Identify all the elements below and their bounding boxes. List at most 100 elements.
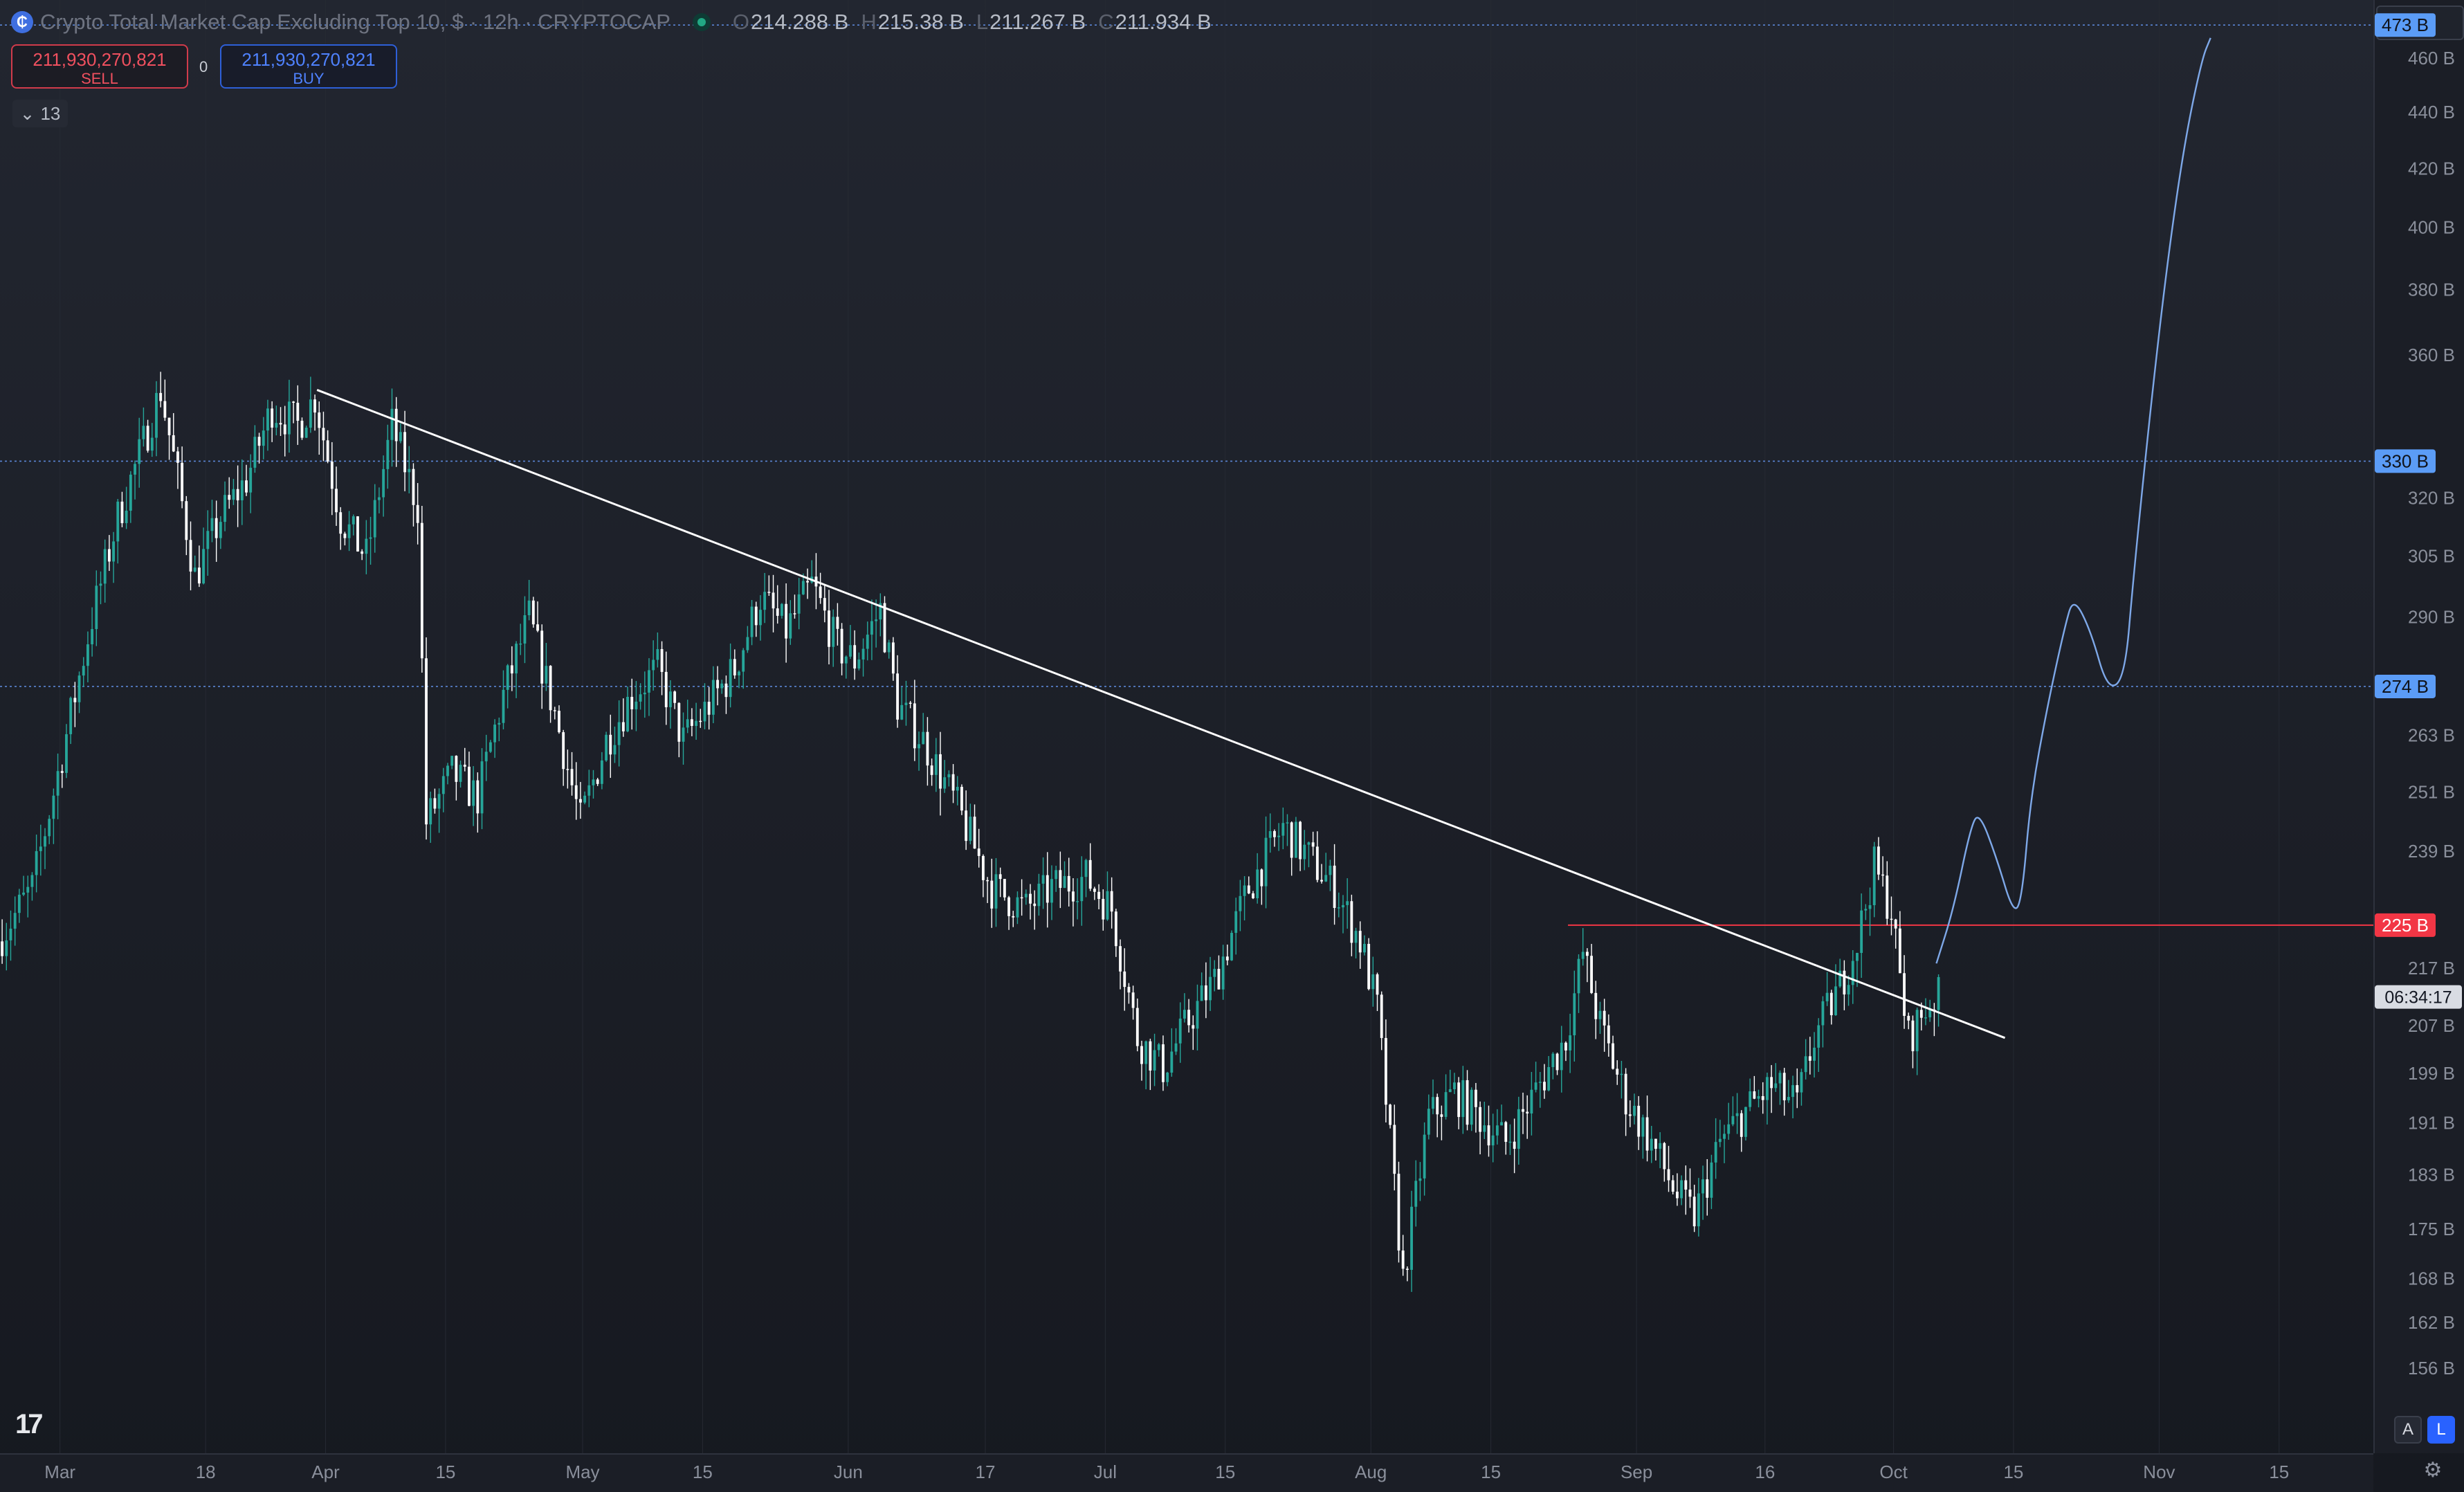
candle-body: [844, 656, 848, 664]
projection-path: [1935, 37, 2211, 964]
candle-body: [870, 621, 873, 635]
candle-body: [1573, 993, 1576, 1036]
candle-body: [112, 541, 115, 562]
candle-body: [249, 467, 253, 493]
candle-body: [515, 644, 518, 674]
candle-body: [1397, 1174, 1400, 1251]
crypto-cap-logo-icon: ₵: [11, 11, 33, 33]
candle-body: [579, 799, 582, 803]
candle-body: [677, 702, 681, 742]
candle-body: [592, 779, 595, 785]
candle-body: [1890, 918, 1893, 920]
candle-body: [446, 765, 449, 776]
candle-body: [1277, 835, 1281, 837]
candle-body: [484, 752, 488, 762]
candle-body: [1178, 1018, 1182, 1044]
candle-body: [300, 420, 304, 438]
candle-body: [605, 734, 608, 761]
candle-body: [1491, 1135, 1495, 1146]
time-axis[interactable]: [0, 1453, 2373, 1492]
candle-body: [1324, 875, 1328, 882]
candle-body: [1718, 1138, 1722, 1143]
candle-body: [1192, 1025, 1195, 1029]
candle-body: [5, 940, 8, 956]
candle-body: [1256, 869, 1259, 899]
candle-body: [1774, 1083, 1778, 1089]
candle-body: [1213, 969, 1216, 977]
candle-body: [343, 534, 347, 538]
candle-body: [1560, 1042, 1563, 1071]
candle-body: [13, 913, 17, 929]
candle-body: [1645, 1117, 1649, 1151]
candle-body: [759, 610, 762, 626]
log-scale-button[interactable]: L: [2427, 1416, 2455, 1444]
candle-body: [476, 780, 480, 814]
candle-body: [1234, 911, 1238, 934]
candle-body: [1791, 1085, 1794, 1098]
candle-body: [223, 495, 226, 522]
candle-body: [536, 624, 539, 631]
candle-body: [1590, 956, 1594, 993]
candle-body: [1577, 958, 1580, 994]
candle-body: [378, 497, 381, 500]
tradingview-logo-icon[interactable]: 17: [15, 1409, 43, 1439]
candle-body: [1787, 1097, 1790, 1100]
candle-body: [77, 675, 81, 702]
candle-body: [185, 501, 188, 540]
auto-scale-button[interactable]: A: [2394, 1416, 2422, 1444]
buy-button[interactable]: 211,930,270,821 BUY: [220, 44, 397, 89]
settings-gear-icon[interactable]: ⚙: [2423, 1458, 2443, 1482]
candle-body: [365, 538, 368, 554]
candle-body: [1055, 870, 1058, 880]
candle-body: [1239, 895, 1242, 911]
candle-body: [142, 426, 145, 439]
candle-body: [69, 698, 73, 734]
ohlc-open: O214.288 B: [732, 10, 849, 34]
candle-body: [891, 642, 895, 674]
candle-body: [1534, 1082, 1537, 1090]
candle-body: [1894, 919, 1897, 929]
sell-button[interactable]: 211,930,270,821 SELL: [11, 44, 188, 89]
candle-body: [1911, 1020, 1915, 1052]
candle-body: [1723, 1134, 1726, 1139]
symbol-title[interactable]: Crypto Total Market Cap Excluding Top 10…: [40, 10, 670, 34]
candle-body: [1898, 928, 1901, 974]
candle-body: [30, 875, 34, 887]
candle-body: [1337, 907, 1340, 909]
candle-body: [1346, 901, 1349, 905]
candle-body: [1847, 985, 1850, 995]
candle-body: [1196, 1001, 1199, 1029]
candle-body: [35, 850, 38, 875]
candle-body: [502, 689, 505, 723]
candle-body: [116, 501, 120, 542]
candle-body: [1135, 1008, 1139, 1046]
price-axis[interactable]: [2373, 0, 2464, 1453]
candle-body: [1628, 1114, 1632, 1116]
buy-price: 211,930,270,821: [241, 49, 376, 70]
candle-body: [750, 606, 754, 637]
candle-body: [1187, 1010, 1191, 1026]
candle-body: [738, 671, 740, 675]
candle-body: [73, 698, 77, 702]
candle-body: [1414, 1181, 1418, 1207]
candle-body: [1427, 1109, 1430, 1135]
indicators-toggle-button[interactable]: ⌄ 13: [12, 100, 68, 127]
candle-body: [875, 619, 878, 621]
candle-body: [656, 649, 659, 660]
candle-body: [1110, 891, 1113, 912]
candle-body: [1731, 1116, 1735, 1125]
candle-body: [150, 437, 154, 451]
candle-body: [1487, 1125, 1490, 1146]
candle-body: [716, 680, 719, 689]
candle-body: [9, 928, 12, 940]
currency-select[interactable]: USD: [2376, 6, 2464, 40]
candle-body: [562, 732, 565, 770]
candle-body: [789, 613, 792, 639]
candle-body: [690, 719, 693, 726]
candle-body: [1247, 885, 1250, 893]
candle-body: [1928, 1009, 1932, 1018]
candle-body: [1358, 931, 1362, 953]
candle-body: [1495, 1125, 1499, 1136]
candle-body: [682, 727, 685, 742]
